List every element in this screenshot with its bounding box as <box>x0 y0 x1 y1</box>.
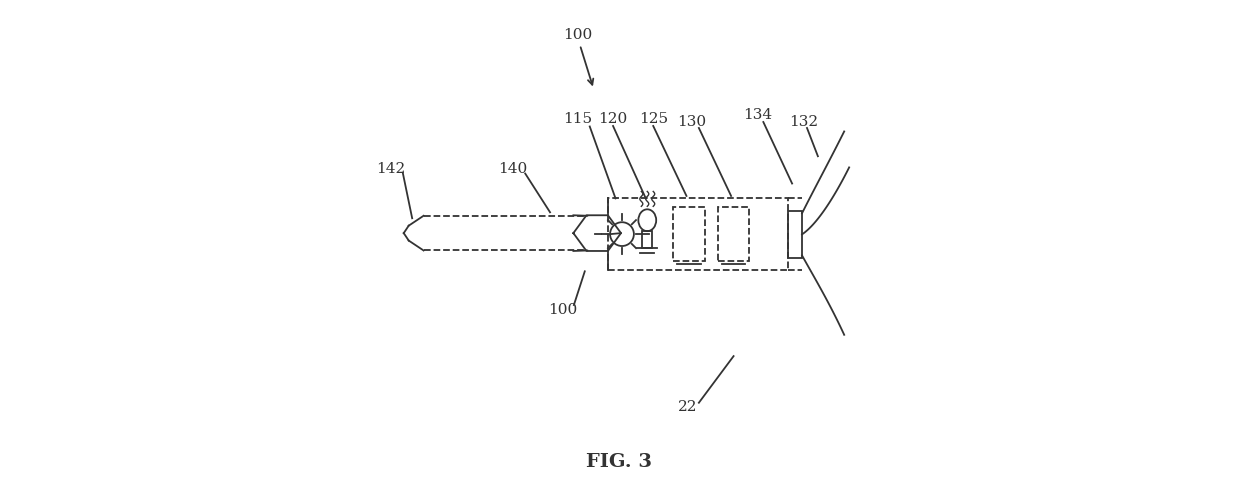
Text: 22: 22 <box>678 400 698 414</box>
Bar <box>642 231 652 248</box>
Text: 115: 115 <box>563 112 592 126</box>
Bar <box>717 207 750 261</box>
Text: FIG. 3: FIG. 3 <box>586 453 653 471</box>
Bar <box>673 207 705 261</box>
Text: 132: 132 <box>789 115 819 128</box>
Text: 100: 100 <box>548 303 577 317</box>
Text: 100: 100 <box>563 28 592 42</box>
Text: 125: 125 <box>638 112 668 126</box>
Text: 130: 130 <box>676 115 706 128</box>
Text: 140: 140 <box>498 162 528 176</box>
Bar <box>788 211 802 258</box>
Bar <box>608 198 788 270</box>
Text: 120: 120 <box>598 112 628 126</box>
Text: 134: 134 <box>743 108 772 122</box>
Text: 142: 142 <box>375 162 405 176</box>
